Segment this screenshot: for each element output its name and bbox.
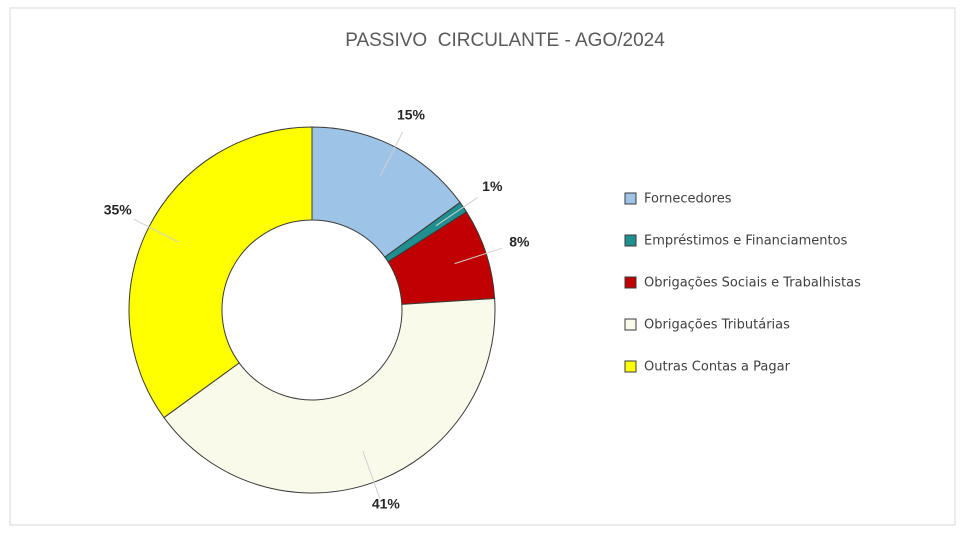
donut-segment [311,126,461,258]
leader-line [454,247,503,265]
value-label: 35% [104,202,133,218]
legend-label: Obrigações Sociais e Trabalhistas [644,276,861,291]
chart-title: PASSIVO CIRCULANTE - AGO/2024 [345,30,665,51]
leader-line [362,450,381,499]
legend-label: Fornecedores [644,192,732,207]
donut-segment [163,297,496,494]
legend-swatch [624,234,637,247]
value-label: 1% [482,178,503,194]
leader-line [435,197,478,227]
value-label: 8% [509,233,530,249]
legend-label: Outras Contas a Pagar [644,360,791,375]
leader-line [379,131,404,177]
legend-swatch [624,192,637,205]
legend-swatch [624,276,637,289]
legend-label: Obrigações Tributárias [644,318,790,333]
leader-line [133,218,179,243]
value-label: 41% [372,496,401,512]
legend-swatch [624,360,637,373]
value-label: 15% [397,106,426,122]
legend-label: Empréstimos e Financiamentos [644,234,848,249]
legend-swatch [624,318,637,331]
donut-segment [128,126,313,419]
